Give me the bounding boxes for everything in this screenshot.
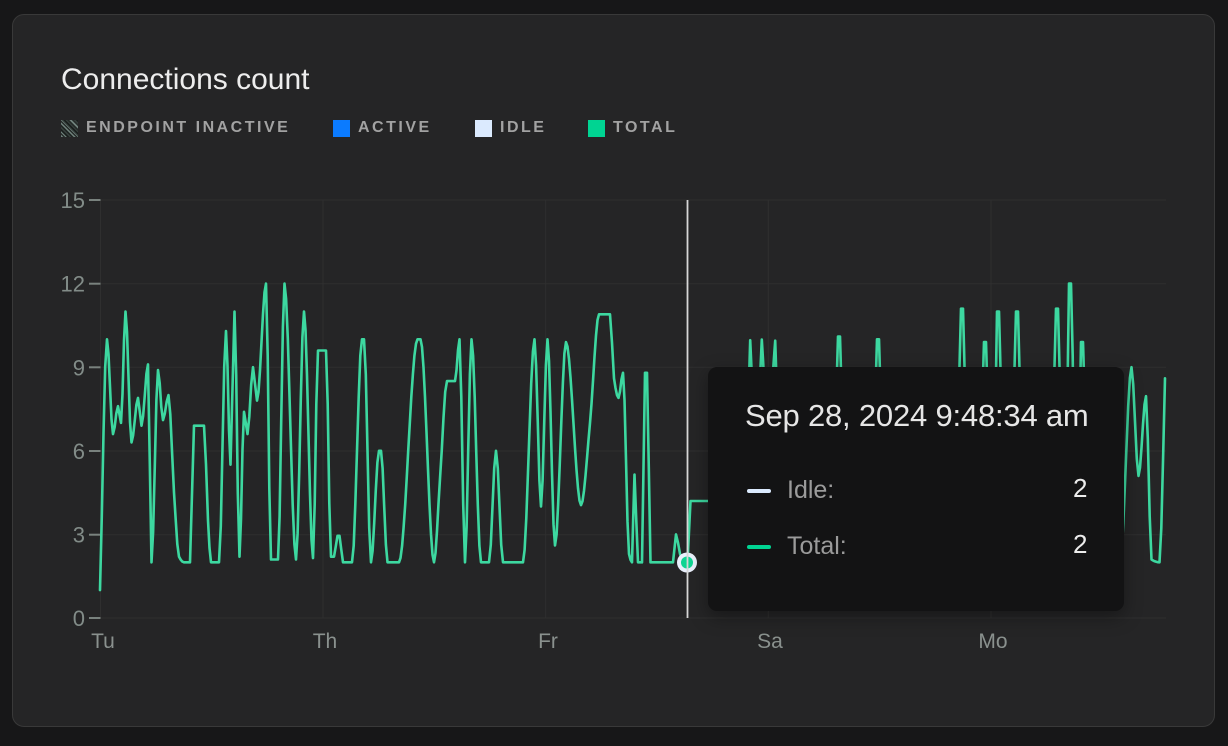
svg-text:Sa: Sa — [757, 630, 783, 653]
svg-text:0: 0 — [73, 606, 85, 631]
svg-text:12: 12 — [61, 272, 85, 297]
svg-text:Tu: Tu — [91, 630, 115, 653]
svg-text:6: 6 — [73, 439, 85, 464]
svg-text:9: 9 — [73, 355, 85, 380]
svg-text:Th: Th — [313, 630, 338, 653]
svg-text:Fr: Fr — [538, 630, 558, 653]
svg-text:Mo: Mo — [978, 630, 1007, 653]
svg-text:15: 15 — [61, 188, 85, 213]
svg-text:3: 3 — [73, 523, 85, 548]
